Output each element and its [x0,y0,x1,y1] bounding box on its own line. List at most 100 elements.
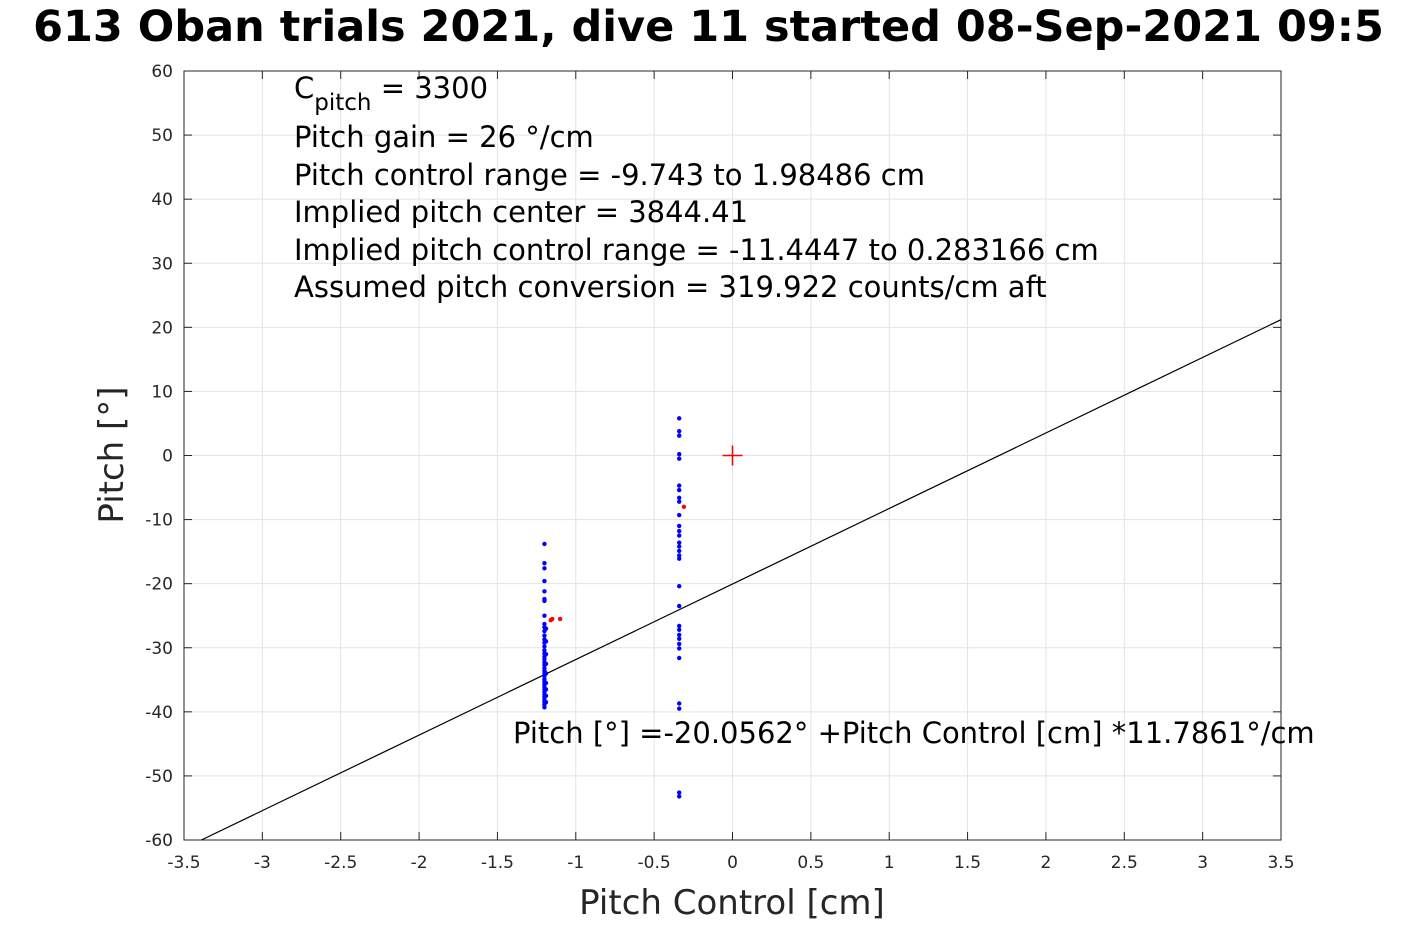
x-tick-label: 1.5 [954,853,981,873]
y-tick-label: 10 [151,382,173,402]
data-point [542,621,547,627]
y-tick-label: 60 [151,62,173,82]
data-point [542,644,547,649]
data-point [677,706,682,711]
data-point [542,633,547,638]
y-tick-label: 30 [151,254,173,274]
x-tick-label: -3 [254,853,271,873]
y-tick-label: 0 [162,447,173,467]
data-point [677,584,682,589]
annotation-cpitch: Cpitch = 3300 [294,71,488,116]
data-point [542,598,547,604]
data-point [542,613,547,618]
y-tick-label: -60 [145,831,173,851]
annotation-implied-center: Implied pitch center = 3844.41 [294,195,748,229]
annotation-implied-range: Implied pitch control range = -11.4447 t… [294,233,1099,267]
x-tick-label: 0 [727,853,738,873]
y-tick-label: -20 [145,575,173,595]
data-point [543,680,549,686]
x-tick-label: -1 [567,853,584,873]
data-point [677,540,682,545]
data-point [542,560,547,566]
axis-ticks [183,70,1282,841]
data-point [677,794,682,799]
y-tick-label: 20 [151,318,173,338]
data-point [543,700,549,705]
data-point [542,566,547,571]
data-point [542,578,547,584]
y-tick-label: -30 [145,639,173,659]
chart-title: 613 Oban trials 2021, dive 11 started 08… [33,2,1384,52]
data-point [543,626,549,631]
data-point [677,556,682,561]
cpitch-value: = 3300 [371,71,488,105]
data-point [677,701,682,706]
y-tick-label: 40 [151,190,173,210]
x-tick-label: -1.5 [481,853,514,873]
data-point [543,661,549,666]
data-point [543,693,549,699]
x-tick-label: 2 [1041,853,1052,873]
annotation-fit-equation: Pitch [°] =-20.0562° +Pitch Control [cm]… [513,716,1315,750]
x-tick-label: -0.5 [638,853,671,873]
data-point [677,790,682,795]
data-point [677,636,682,641]
cpitch-subscript: pitch [314,90,371,116]
x-tick-labels: -3.5 -3 -2.5 -2 -1.5 -1 -0.5 0 0.5 1 1.5 2 2.5 3 3.5 [167,853,1294,873]
data-point [677,603,682,609]
y-tick-label: 50 [151,126,173,146]
x-tick-label: 3.5 [1267,853,1294,873]
data-point [542,705,547,710]
data-point [542,541,547,547]
x-tick-label: 1 [884,853,895,873]
x-tick-label: -3.5 [167,853,200,873]
data-point [677,452,682,457]
x-axis-label: Pitch Control [cm] [579,883,885,923]
data-point [677,548,682,554]
data-point [677,632,682,638]
y-tick-label: -10 [145,511,173,531]
data-point [677,523,682,529]
center-marker [722,445,743,466]
data-point [677,528,682,534]
data-point [677,641,682,647]
data-point [543,687,549,692]
annotation-control-range: Pitch control range = -9.743 to 1.98486 … [294,158,925,192]
x-tick-label: -2 [411,853,428,873]
annotation-conversion: Assumed pitch conversion = 319.922 count… [294,270,1047,304]
data-point [542,589,547,594]
data-point [677,495,682,500]
data-point [543,651,549,657]
data-point [681,504,687,509]
data-point [677,533,682,538]
y-tick-labels: 60 50 40 30 20 10 0 -10 -20 -30 -40 -50 -60 [145,62,173,851]
y-axis-label: Pitch [°] [92,386,132,523]
data-point [677,428,682,434]
data-point [677,483,682,488]
data-point [557,616,563,622]
y-tick-label: -50 [145,767,173,787]
data-point [677,655,682,661]
data-point [542,657,547,662]
data-point [543,671,549,676]
x-tick-label: 0.5 [797,853,824,873]
annotation-pitch-gain: Pitch gain = 26 °/cm [294,120,594,154]
y-tick-label: -40 [145,703,173,723]
data-point [677,512,682,518]
data-point [677,456,682,461]
data-point [677,553,682,558]
x-tick-label: 2.5 [1111,853,1138,873]
data-point [677,646,682,651]
data-point [677,623,682,629]
cpitch-symbol: C [294,71,314,105]
data-point [677,416,682,421]
data-point [677,433,682,438]
data-point [542,648,547,653]
data-point [548,617,553,623]
data-point [677,487,682,493]
data-points [542,416,687,799]
data-point [677,627,682,633]
x-tick-label: 3 [1197,853,1208,873]
data-point [543,639,549,644]
